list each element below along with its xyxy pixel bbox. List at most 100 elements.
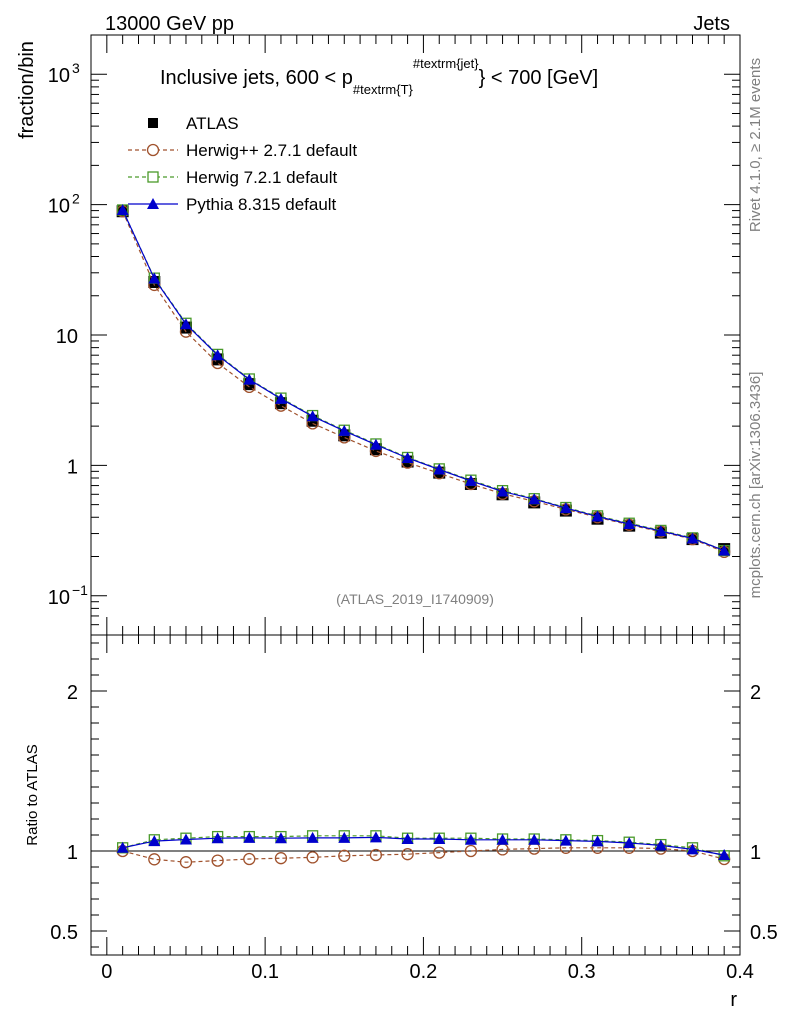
- point-pythia: [433, 463, 446, 475]
- legend-entry-atlas: ATLAS: [148, 114, 239, 133]
- ratio-series-layer: [116, 830, 731, 869]
- point-pythia: [464, 833, 477, 845]
- point-pythia: [401, 451, 414, 463]
- point-pythia: [179, 318, 192, 330]
- point-pythia: [243, 831, 256, 843]
- ratio-panel: 0.5 0.51 12 2 0 0.1 0.2 0.3 0.4 Ratio to ATLAS …: [24, 634, 778, 1011]
- point-pythia: [116, 203, 129, 215]
- point-herwigpp: [211, 854, 224, 867]
- point-pythia: [274, 832, 287, 844]
- ratio-y-tick-label-left: 0.5: [50, 922, 78, 944]
- title-pre: Inclusive jets, 600 < p: [160, 67, 353, 89]
- main-y-tick-label: 10: [48, 196, 70, 218]
- legend: ATLAS Herwig++ 2.7.1 default Herwig 7.2.…: [128, 114, 357, 214]
- x-tick-label: 0: [101, 961, 112, 983]
- header-left: 13000 GeV pp: [105, 13, 234, 35]
- ratio-x-ticks: 0 0.1 0.2 0.3 0.4: [101, 635, 754, 983]
- point-pythia: [528, 493, 541, 505]
- point-pythia: [591, 835, 604, 847]
- point-pythia: [369, 831, 382, 843]
- legend-entry-herwigpp: Herwig++ 2.7.1 default: [128, 141, 357, 160]
- point-pythia: [243, 373, 256, 385]
- main-x-ticks: [106, 35, 741, 635]
- header-right: Jets: [693, 13, 730, 35]
- main-title: Inclusive jets, 600 < p#textrm{T} #textrm…: [160, 56, 598, 97]
- point-pythia: [338, 424, 351, 436]
- legend-marker-atlas: [148, 118, 158, 128]
- ratio-y-tick-label-right: 2: [750, 682, 761, 704]
- point-pythia: [559, 502, 572, 514]
- main-y-tick-exponent: 2: [72, 191, 80, 207]
- point-pythia: [591, 510, 604, 522]
- point-pythia: [718, 544, 731, 556]
- legend-entry-pythia: Pythia 8.315 default: [128, 195, 337, 214]
- point-herwigpp: [243, 852, 256, 866]
- series-pythia: [116, 203, 731, 556]
- point-pythia: [274, 392, 287, 404]
- ratio-frame: [90, 634, 741, 956]
- point-pythia: [623, 518, 636, 530]
- ratio-y-tick-label-right: 1: [750, 842, 761, 864]
- point-pythia: [148, 835, 161, 847]
- point-pythia: [464, 474, 477, 486]
- point-pythia: [306, 410, 319, 422]
- x-tick-label: 0.1: [251, 961, 279, 983]
- point-pythia: [306, 831, 319, 843]
- main-y-axis-label: fraction/bin: [16, 41, 38, 139]
- point-herwigpp: [401, 848, 414, 861]
- point-pythia: [179, 833, 192, 845]
- point-pythia: [401, 833, 414, 844]
- point-pythia: [211, 349, 224, 361]
- series-pythia: [116, 831, 731, 860]
- legend-label-atlas: ATLAS: [186, 114, 239, 133]
- main-y-tick-label: 10: [48, 65, 70, 87]
- legend-marker-herwig7: [147, 171, 159, 183]
- ratio-y-tick-label-left: 2: [67, 682, 78, 704]
- rivet-version-label: Rivet 4.1.0, ≥ 2.1M events: [747, 58, 764, 232]
- legend-marker-herwigpp: [146, 143, 160, 157]
- series-line-herwig7: [122, 209, 725, 552]
- series-herwig7: [117, 204, 730, 557]
- point-pythia: [528, 833, 541, 845]
- point-herwigpp: [338, 849, 351, 862]
- series-atlas: [116, 205, 731, 556]
- legend-label-herwigpp: Herwig++ 2.7.1 default: [186, 141, 357, 160]
- legend-label-pythia: Pythia 8.315 default: [186, 195, 337, 214]
- series-line-pythia: [122, 836, 725, 856]
- point-pythia: [686, 532, 699, 544]
- ratio-y-ticks: 0.5 0.5 1 1 2 2: [50, 642, 778, 948]
- point-pythia: [496, 485, 509, 497]
- point-herwigpp: [433, 846, 446, 859]
- point-pythia: [559, 834, 572, 846]
- ratio-y-tick-label-right: 0.5: [750, 922, 778, 944]
- point-pythia: [211, 832, 224, 844]
- analysis-id-watermark: (ATLAS_2019_I1740909): [336, 591, 494, 607]
- ratio-y-axis-label: Ratio to ATLAS: [24, 744, 41, 845]
- point-herwigpp: [306, 851, 319, 864]
- point-herwigpp: [179, 856, 193, 869]
- point-pythia: [654, 839, 667, 851]
- main-y-tick-exponent: −1: [72, 582, 88, 598]
- point-pythia: [433, 833, 446, 844]
- x-tick-label: 0.3: [568, 961, 596, 983]
- series-herwigpp: [116, 841, 731, 869]
- main-y-tick-label: 10: [48, 587, 70, 609]
- title-sup: #textrm{jet}: [413, 56, 479, 71]
- main-y-tick-label: 10: [56, 326, 78, 348]
- series-herwigpp: [116, 205, 731, 559]
- series-line-herwigpp: [122, 210, 725, 553]
- point-pythia: [496, 833, 509, 845]
- point-pythia: [148, 272, 161, 284]
- x-axis-label: r: [730, 989, 737, 1011]
- point-herwigpp: [464, 844, 478, 858]
- point-pythia: [686, 843, 699, 855]
- series-line-pythia: [122, 209, 725, 552]
- ratio-y-tick-label-left: 1: [67, 842, 78, 864]
- main-y-tick-label: 1: [67, 456, 78, 478]
- x-tick-label: 0.4: [726, 961, 754, 983]
- point-herwigpp: [274, 852, 288, 865]
- mcplots-site-label: mcplots.cern.ch [arXiv:1306.3436]: [747, 372, 764, 599]
- legend-label-herwig7: Herwig 7.2.1 default: [186, 168, 337, 187]
